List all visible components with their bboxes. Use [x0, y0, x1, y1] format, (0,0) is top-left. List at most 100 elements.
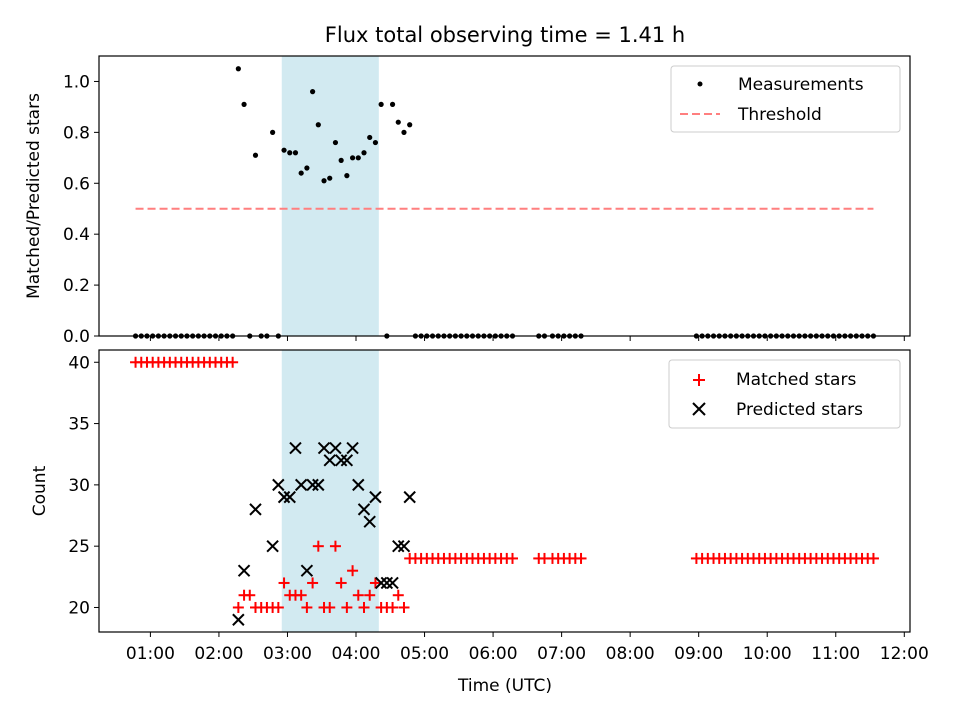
- measurement-point: [292, 150, 299, 156]
- predicted-star-point: [266, 539, 279, 553]
- measurement-point: [395, 119, 401, 125]
- top-y-tick-label: 0.2: [63, 276, 90, 296]
- x-tick-label: 05:00: [400, 644, 449, 664]
- predicted-star-stroke-b: [266, 539, 279, 553]
- predicted-star-stroke-b: [380, 576, 394, 590]
- matched-star-point: [324, 601, 336, 613]
- predicted-star-stroke-b: [392, 539, 405, 553]
- predicted-star-point: [386, 576, 399, 590]
- top-legend: Measurements Threshold: [670, 65, 901, 133]
- top-panel: 0.0 0.2 0.4 0.6 0.8 1.0 Matched/Predicted sta…: [24, 55, 911, 347]
- predicted-star-point: [306, 478, 319, 492]
- measurement-point: [235, 66, 241, 72]
- predicted-star-point: [294, 478, 308, 492]
- legend-marker-matched-stars: [693, 374, 705, 386]
- measurement-point: [407, 122, 413, 128]
- x-tick-label: 01:00: [126, 644, 175, 664]
- top-y-axis-label: Matched/Predicted stars: [24, 93, 44, 299]
- predicted-star-point: [397, 539, 411, 553]
- matched-star-point: [398, 601, 410, 613]
- x-axis-label: Time (UTC): [457, 676, 552, 696]
- bottom-y-tick-label: 35: [68, 415, 90, 435]
- top-axes-frame: [98, 55, 911, 337]
- bottom-data-marks: [130, 356, 879, 626]
- predicted-star-stroke-b: [397, 539, 411, 553]
- predicted-star-point: [329, 441, 342, 455]
- measurement-point: [355, 155, 361, 161]
- top-y-tick-label: 0.6: [63, 174, 90, 194]
- predicted-star-stroke-b: [294, 478, 308, 492]
- predicted-star-stroke-b: [357, 503, 371, 516]
- matched-star-point: [227, 356, 239, 368]
- measurement-point: [401, 129, 407, 135]
- predicted-star-point: [403, 490, 416, 504]
- measurement-point: [327, 175, 333, 181]
- predicted-star-point: [369, 490, 382, 504]
- measurement-point: [310, 89, 316, 95]
- legend-label-predicted-stars: Predicted stars: [736, 400, 863, 420]
- measurement-point: [367, 134, 373, 141]
- shaded-interval-top: [281, 56, 379, 336]
- matched-star-point: [295, 589, 307, 601]
- measurement-point: [378, 101, 384, 107]
- matched-star-point: [387, 601, 399, 613]
- predicted-star-stroke-b: [237, 564, 251, 577]
- measurement-point: [372, 139, 379, 146]
- bottom-y-axis-label: Count: [30, 465, 50, 516]
- matched-star-point: [335, 577, 347, 589]
- top-y-tick-label: 1.0: [63, 72, 90, 92]
- matched-star-point: [352, 589, 364, 601]
- predicted-star-point: [357, 503, 371, 516]
- matched-star-point: [232, 601, 244, 613]
- x-tick-label: 11:00: [811, 644, 860, 664]
- predicted-star-stroke-b: [323, 454, 336, 467]
- shaded-region-top: [281, 56, 379, 336]
- predicted-star-point: [334, 454, 348, 467]
- matched-star-point: [358, 601, 370, 613]
- measurement-point: [349, 155, 356, 161]
- x-tick-label: 07:00: [537, 644, 586, 664]
- predicted-star-point: [232, 613, 245, 626]
- predicted-star-stroke-b: [346, 441, 359, 455]
- predicted-star-point: [317, 441, 331, 455]
- predicted-star-stroke-b: [312, 478, 325, 492]
- matched-star-point: [369, 577, 381, 589]
- x-tick-label: 12:00: [880, 644, 929, 664]
- predicted-star-stroke-b: [363, 515, 376, 528]
- bottom-y-tick-label: 40: [68, 353, 90, 373]
- predicted-star-stroke-b: [272, 478, 285, 492]
- measurement-point: [338, 157, 344, 163]
- top-y-ticks: 0.0 0.2 0.4 0.6 0.8 1.0: [63, 72, 99, 347]
- matched-star-point: [329, 540, 341, 552]
- predicted-star-stroke-b: [283, 490, 296, 504]
- predicted-star-point: [392, 539, 405, 553]
- x-tick-label: 09:00: [674, 644, 723, 664]
- matched-star-point: [278, 577, 290, 589]
- bottom-y-tick-label: 20: [68, 598, 90, 618]
- matched-star-point: [575, 552, 587, 564]
- bottom-y-tick-label: 30: [68, 476, 90, 496]
- legend-marker-predicted-stars: [692, 402, 706, 416]
- top-legend-box: [670, 65, 901, 133]
- legend-label-measurements: Measurements: [738, 75, 864, 95]
- measurement-point: [315, 122, 321, 128]
- matched-star-point: [341, 601, 353, 613]
- top-y-tick-label: 0.8: [63, 123, 90, 143]
- predicted-star-stroke-b: [329, 441, 342, 455]
- bottom-y-ticks: 20 25 30 35 40: [68, 353, 99, 618]
- bottom-legend-box: [668, 359, 901, 429]
- predicted-star-point: [237, 564, 251, 577]
- matched-star-point: [272, 601, 284, 613]
- x-tick-label: 04:00: [332, 644, 381, 664]
- legend-label-threshold: Threshold: [737, 105, 822, 125]
- predicted-star-point: [249, 503, 262, 516]
- measurement-point: [287, 150, 293, 156]
- legend-label-matched-stars: Matched stars: [736, 370, 856, 390]
- matched-star-point: [301, 601, 313, 613]
- predicted-star-stroke-b: [306, 478, 319, 492]
- matched-star-point: [347, 565, 359, 577]
- predicted-star-point: [289, 441, 302, 455]
- predicted-star-point: [300, 564, 314, 577]
- bottom-x-ticks: 01:00 02:00 03:00 04:00 05:00 06:00 07:00 08:00…: [126, 632, 929, 664]
